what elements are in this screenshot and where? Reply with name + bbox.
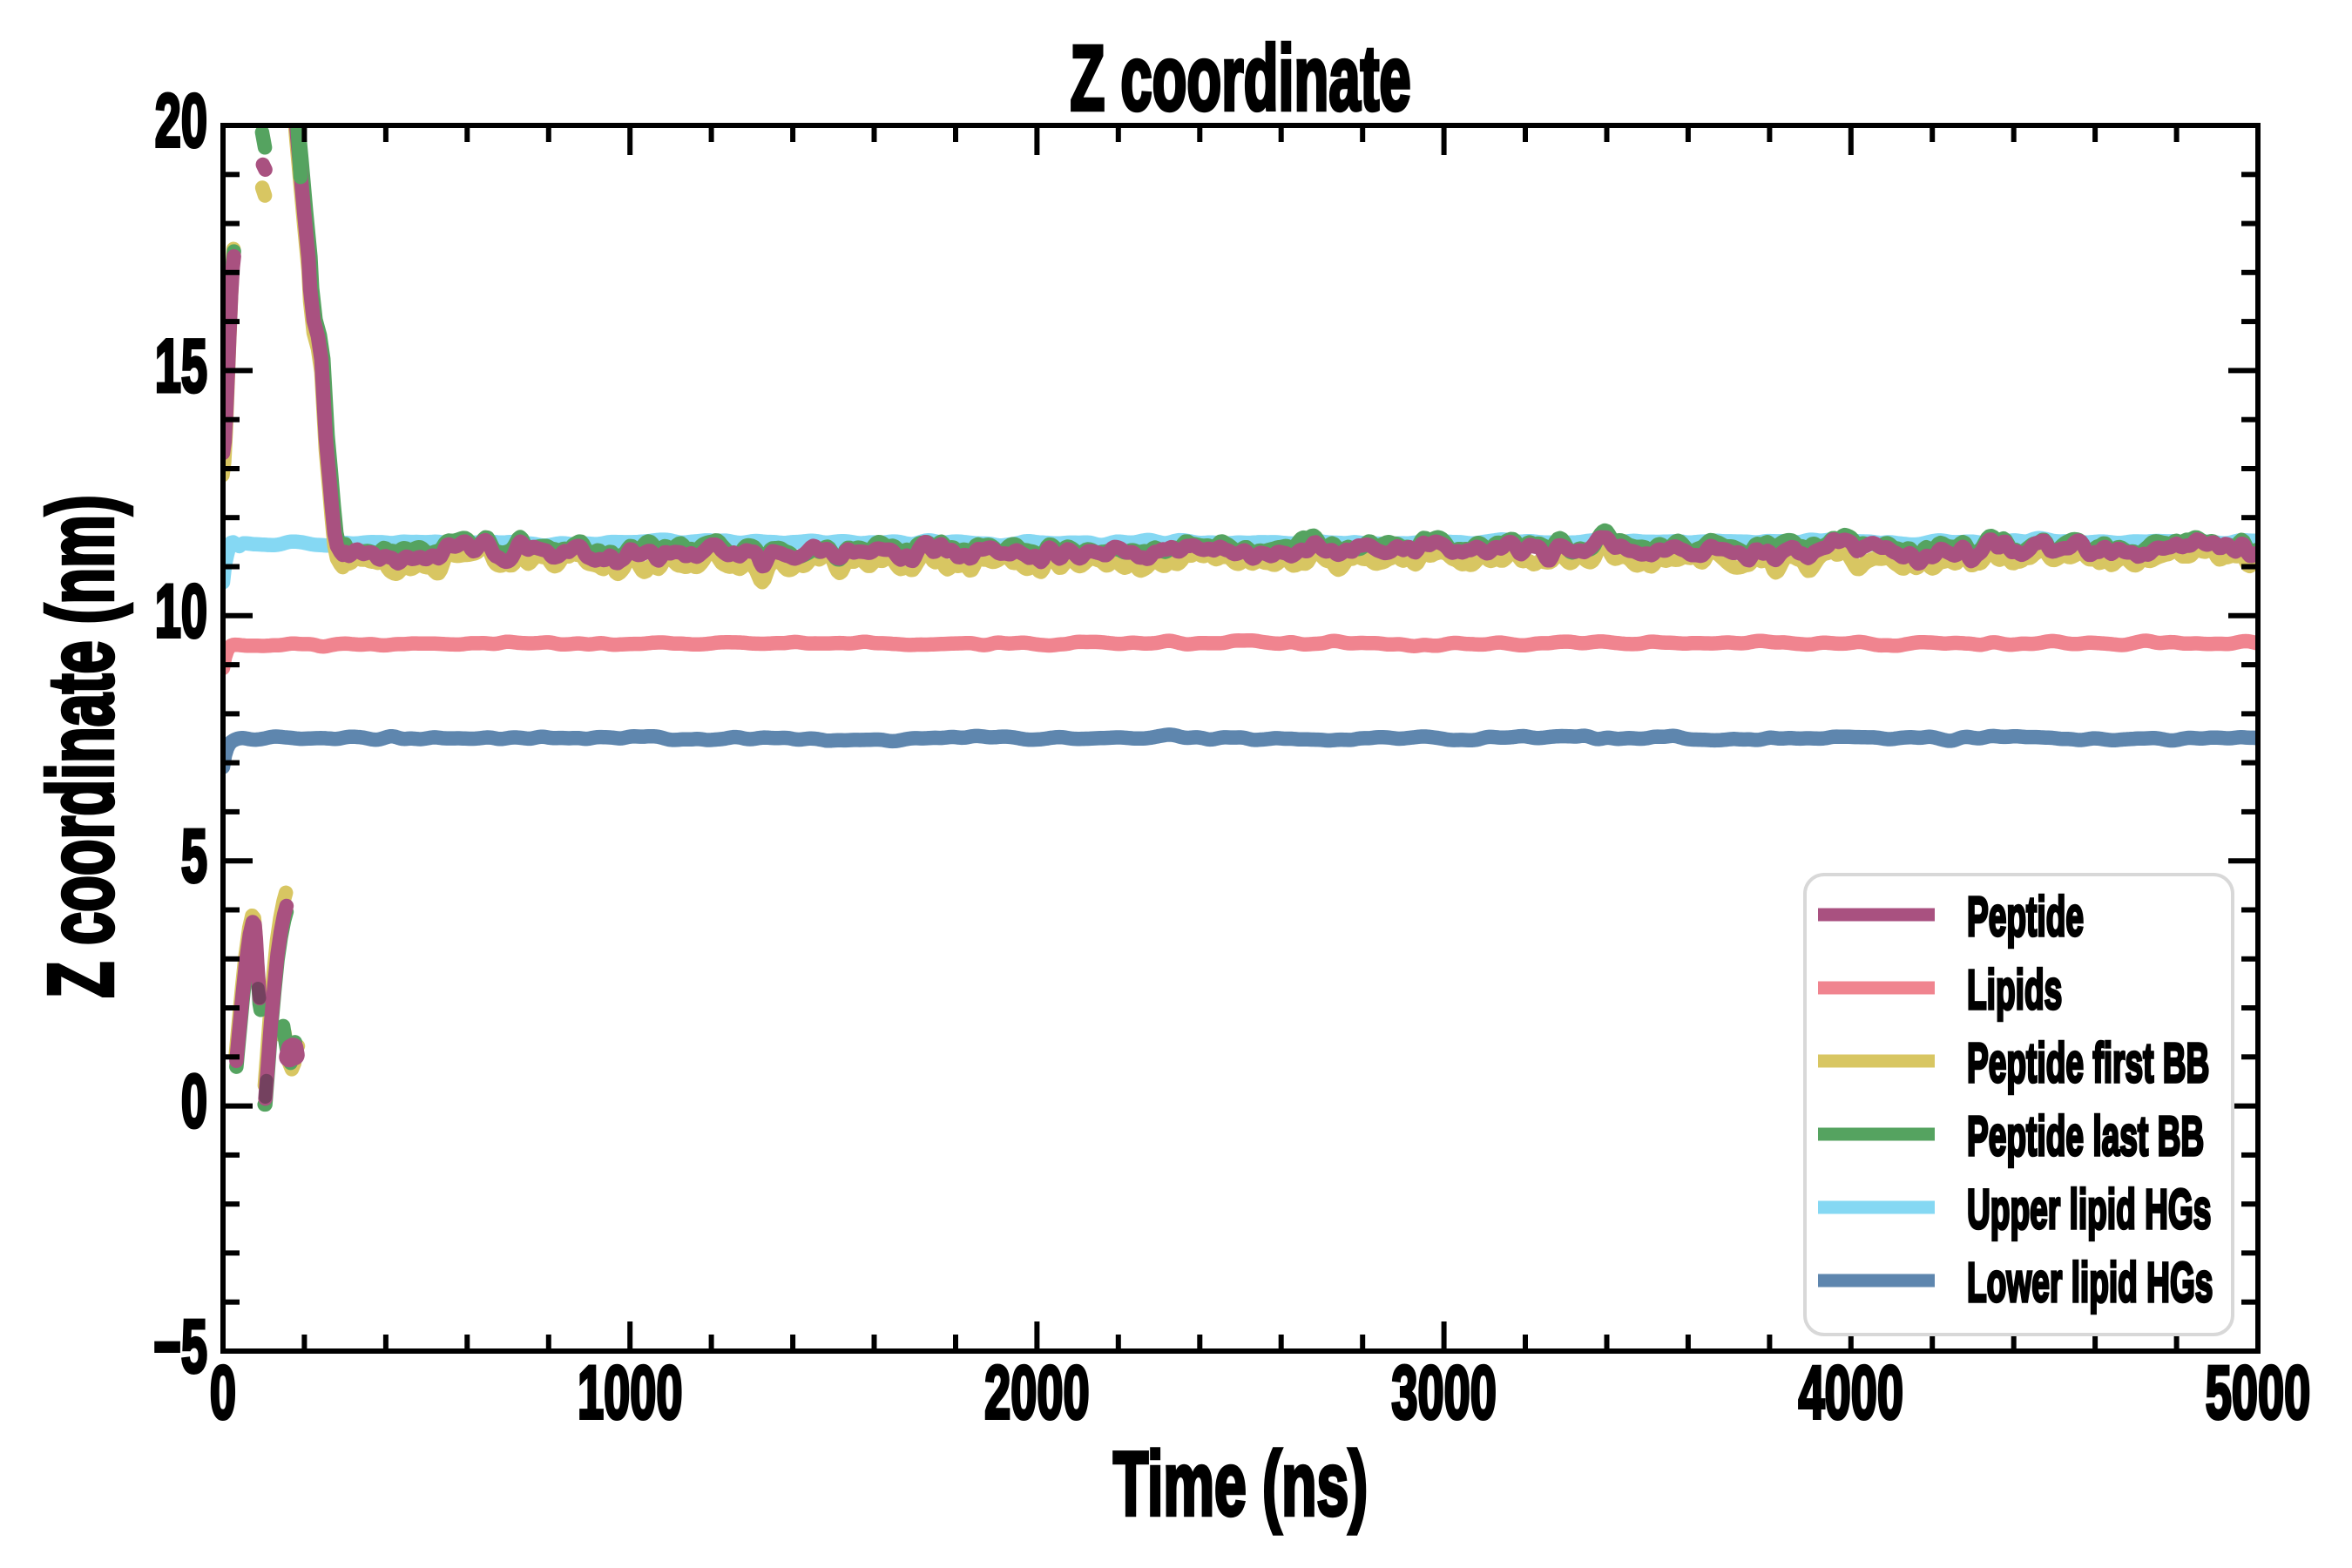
svg-text:−5: −5 [153,1305,207,1389]
svg-text:Z coordinate (nm): Z coordinate (nm) [29,495,132,997]
svg-text:0: 0 [181,1060,207,1144]
svg-text:5: 5 [181,815,207,899]
svg-text:Upper lipid HGs: Upper lipid HGs [1967,1179,2211,1241]
svg-text:Lower lipid HGs: Lower lipid HGs [1967,1253,2213,1315]
svg-text:4000: 4000 [1799,1351,1904,1435]
svg-text:Z coordinate: Z coordinate [1070,26,1410,130]
svg-text:Time (ns): Time (ns) [1113,1434,1368,1535]
svg-text:10: 10 [155,570,207,653]
svg-text:5000: 5000 [2206,1351,2311,1435]
svg-text:Peptide: Peptide [1967,887,2084,949]
svg-text:0: 0 [210,1351,236,1435]
svg-text:15: 15 [155,325,207,409]
svg-text:Lipids: Lipids [1967,960,2062,1022]
svg-text:Peptide first BB: Peptide first BB [1967,1033,2209,1095]
svg-text:Peptide last BB: Peptide last BB [1967,1106,2204,1168]
svg-text:1000: 1000 [578,1351,683,1435]
svg-text:2000: 2000 [984,1351,1090,1435]
svg-text:3000: 3000 [1391,1351,1497,1435]
svg-text:20: 20 [155,79,207,163]
